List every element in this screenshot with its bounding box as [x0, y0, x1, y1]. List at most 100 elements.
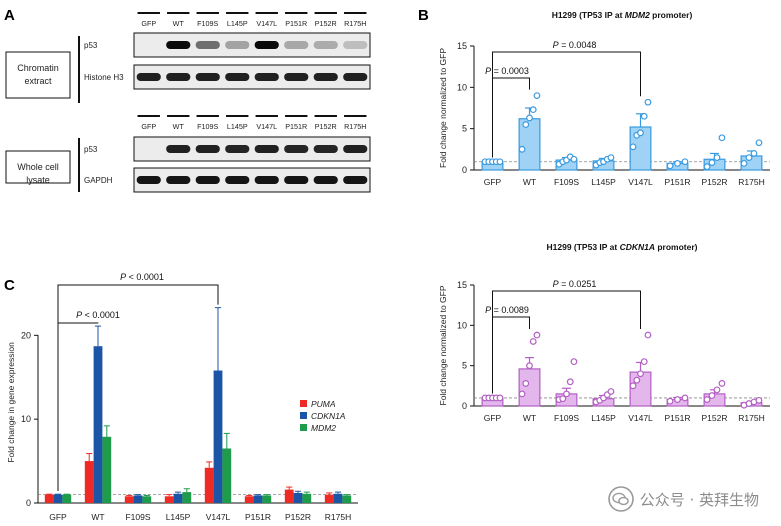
data-point	[708, 159, 716, 166]
category-label: L145P	[591, 177, 616, 187]
legend-swatch	[300, 412, 307, 419]
y-tick-label: 0	[462, 165, 467, 175]
lane-label: R175H	[344, 19, 366, 28]
data-point	[750, 150, 758, 157]
legend-label: CDKN1A	[311, 411, 346, 421]
data-point	[666, 162, 674, 170]
blot-band	[254, 73, 279, 81]
data-point	[629, 143, 637, 151]
blot-band	[195, 145, 220, 153]
data-point	[496, 158, 504, 166]
bar	[93, 346, 103, 503]
lane-label: V147L	[256, 122, 277, 131]
significance-bracket	[57, 284, 219, 491]
category-label: P152R	[702, 177, 728, 187]
y-tick-label: 5	[462, 124, 467, 134]
category-label: F109S	[125, 512, 150, 522]
lane-label: WT	[173, 122, 185, 131]
category-label: R175H	[738, 413, 764, 423]
y-axis-label: Fold change normalized to GFP	[438, 48, 448, 168]
blot-band	[284, 41, 309, 49]
category-label: WT	[91, 512, 104, 522]
category-label: F109S	[554, 413, 579, 423]
data-point	[681, 158, 689, 166]
bar	[164, 496, 174, 503]
y-tick-label: 10	[457, 320, 467, 330]
category-label: R175H	[738, 177, 764, 187]
chart-title-part: MDM2	[625, 10, 650, 20]
blot-band	[225, 73, 250, 81]
p-symbol: P	[485, 305, 491, 315]
legend-swatch	[300, 400, 307, 407]
blot-row-label: p53	[84, 41, 98, 50]
blot-band	[136, 176, 161, 184]
data-point	[703, 396, 711, 403]
gene-expression-chart: 0 10 20 Fold change in gene expression GFP WT…	[6, 272, 358, 522]
lane-label: P151R	[285, 19, 307, 28]
lane-label: GFP	[141, 122, 156, 131]
category-label: F109S	[554, 177, 579, 187]
bar	[213, 370, 223, 503]
blot-band	[195, 41, 220, 49]
bar	[133, 495, 143, 503]
bar	[244, 496, 254, 503]
p-value-label: P < 0.0001	[120, 272, 164, 282]
p-symbol: P	[120, 272, 126, 282]
category-label: L145P	[166, 512, 191, 522]
lane-label: P152R	[315, 122, 337, 131]
lane-label: R175H	[344, 122, 366, 131]
data-point	[526, 114, 533, 122]
category-label: V147L	[628, 177, 653, 187]
p-value-label: P = 0.0251	[553, 279, 597, 289]
bar	[62, 494, 72, 503]
blot-band	[166, 41, 191, 49]
fraction-label: Whole cell	[17, 162, 59, 172]
blot-band	[254, 145, 279, 153]
data-point	[644, 331, 652, 339]
watermark-text: 公众号 · 英拜生物	[639, 490, 759, 509]
blot-band	[254, 41, 279, 49]
blot-row-label: p53	[84, 145, 98, 154]
bar	[124, 496, 134, 503]
chip-mdm2-chart: H1299 (TP53 IP at MDM2 promoter) 0 5 10 15 Fo…	[438, 10, 770, 187]
blot-band	[225, 176, 250, 184]
p-value-label: P = 0.0089	[485, 305, 529, 315]
p-value: < 0.0001	[82, 310, 120, 320]
category-label: P152R	[702, 413, 728, 423]
data-point	[674, 159, 681, 167]
p-value: = 0.0003	[491, 66, 529, 76]
data-point	[755, 396, 763, 404]
category-label: WT	[523, 177, 536, 187]
data-point	[570, 358, 578, 366]
y-tick-label: 15	[457, 280, 467, 290]
blot-band	[254, 176, 279, 184]
p-value: = 0.0048	[559, 40, 597, 50]
blot-band	[343, 176, 368, 184]
chart-title-part: promoter)	[655, 242, 698, 252]
bar	[84, 461, 94, 503]
blot-band	[136, 73, 161, 81]
data-point	[518, 390, 526, 398]
blot-band	[313, 73, 338, 81]
data-point	[703, 163, 711, 171]
data-point	[674, 396, 681, 403]
lane-label: WT	[173, 19, 185, 28]
blot-band	[284, 73, 309, 81]
data-point	[745, 154, 753, 162]
fraction-label: extract	[24, 76, 52, 86]
data-point	[566, 378, 574, 386]
bar	[253, 495, 263, 503]
bar	[293, 492, 303, 503]
p-value: < 0.0001	[126, 272, 164, 282]
bar	[222, 448, 232, 503]
fraction-box	[5, 150, 71, 184]
lane-label: GFP	[141, 19, 156, 28]
data-point	[637, 129, 644, 137]
blot-band	[166, 73, 191, 81]
data-point	[570, 155, 578, 163]
p-symbol: P	[485, 66, 491, 76]
wechat-logo-icon	[607, 486, 634, 512]
bar	[204, 467, 214, 503]
blot-band	[225, 41, 250, 49]
panel-label-b: B	[418, 7, 429, 24]
